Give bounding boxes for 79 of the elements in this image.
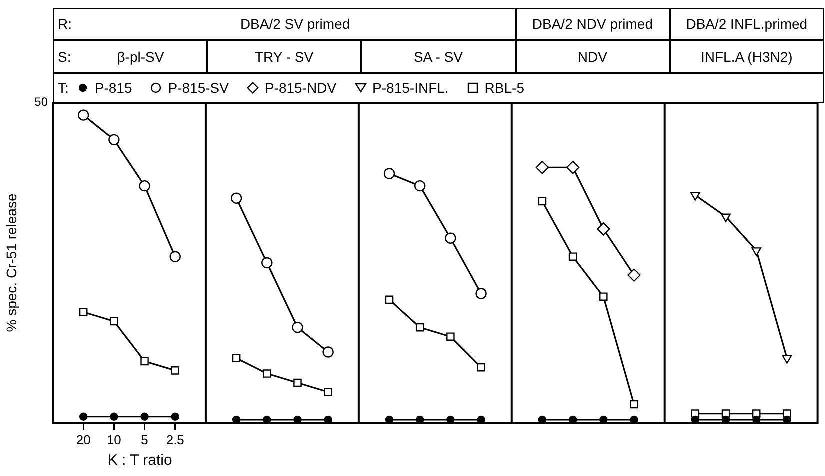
point [294,378,302,388]
point [600,416,608,423]
legend-label: P-815-SV [168,80,229,96]
point [568,252,578,261]
text: SA - SV [412,48,464,64]
point [232,416,241,423]
point [690,192,700,201]
legend-label: P-815-INFL. [372,80,449,96]
point [79,308,88,316]
point [263,416,272,423]
point [171,412,180,421]
legend-label: P-815 [94,80,132,96]
point [322,346,334,358]
text: DBA/2 NDV primed [531,16,654,32]
point [324,388,332,396]
point [600,292,608,301]
point [446,416,455,423]
text: T: [58,80,69,96]
text: INFL.A (H3N2) [700,48,794,64]
point [262,257,273,269]
x-tick-label: 2.5 [166,432,184,448]
x-tick-label: 10 [106,432,122,448]
point [691,416,700,423]
point [384,168,396,180]
point [538,416,547,423]
text: DBA/2 SV primed [239,16,352,32]
point [566,161,580,174]
point [263,370,272,378]
point [568,416,578,423]
point [783,416,792,423]
point [445,232,456,244]
point [752,248,762,256]
point [416,416,424,423]
text: 50 [34,95,48,109]
point [140,357,149,366]
point [292,322,304,334]
point [139,180,150,192]
point [294,416,302,423]
x-tick-label: 20 [76,432,91,448]
point [232,354,241,363]
point [324,416,332,423]
x-tick-label: 5 [141,432,148,448]
point [477,416,486,423]
text: S: [58,48,72,64]
point [140,412,149,421]
point [416,323,424,332]
point [630,416,638,423]
text: NDV [576,48,608,64]
point [446,332,455,341]
legend-label: RBL-5 [484,80,524,96]
text: R: [58,16,72,32]
text: DBA/2 INFL.primed [685,16,809,32]
point [628,268,641,282]
point [385,416,394,423]
point [414,180,426,192]
point [170,251,181,262]
point [79,412,88,421]
point [721,214,731,222]
point [110,317,118,326]
point [752,416,761,423]
point [722,416,730,423]
point [538,197,547,206]
text: β-pl-SV [116,48,166,64]
point [110,412,118,421]
point [536,161,550,174]
point [171,366,180,375]
text: TRY - SV [254,48,315,64]
y-axis-title: % spec. Cr-51 release [3,194,20,332]
point [630,400,638,409]
point [477,363,486,372]
point [476,288,487,300]
point [782,355,792,364]
point [108,134,120,146]
legend-label: P-815-NDV [264,80,337,96]
point [230,192,242,204]
point [78,110,90,121]
x-axis-title: K : T ratio [108,452,172,469]
point [597,222,610,236]
point [385,296,394,304]
